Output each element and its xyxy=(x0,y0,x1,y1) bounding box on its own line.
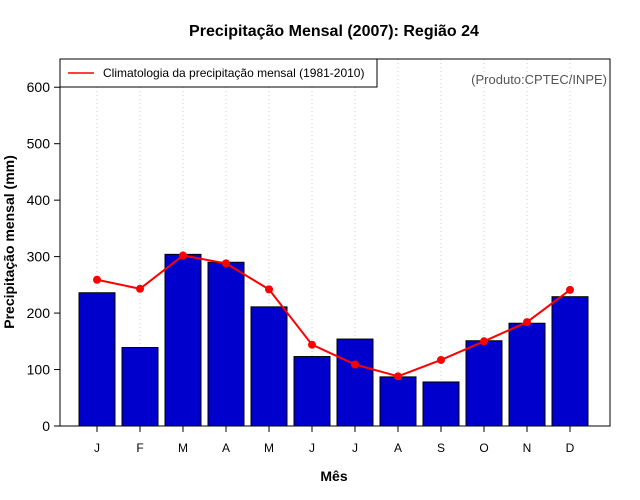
y-tick-label: 600 xyxy=(27,79,51,95)
climatology-point-2 xyxy=(136,284,144,293)
climatology-point-9 xyxy=(437,355,445,364)
x-tick-label: A xyxy=(394,441,402,455)
bar-8 xyxy=(379,376,417,427)
y-axis: 0 100 200 300 400 500 600 xyxy=(27,79,60,434)
bar-1 xyxy=(78,292,116,427)
x-tick-label: M xyxy=(264,441,274,455)
bar-11 xyxy=(508,322,546,427)
climatology-point-4 xyxy=(222,259,230,268)
bar-6 xyxy=(293,356,331,427)
bar-3 xyxy=(164,253,202,427)
climatology-point-12 xyxy=(566,285,574,294)
x-tick-label: S xyxy=(437,441,445,455)
climatology-point-8 xyxy=(394,372,402,381)
climatology-point-5 xyxy=(265,285,273,294)
x-tick-label: O xyxy=(479,441,488,455)
x-tick-label: J xyxy=(309,441,315,455)
climatology-point-1 xyxy=(93,275,101,284)
y-tick-label: 100 xyxy=(27,362,51,378)
y-tick-label: 0 xyxy=(42,418,50,434)
x-tick-label: J xyxy=(352,441,358,455)
bars xyxy=(78,253,589,427)
y-tick-label: 400 xyxy=(27,192,51,208)
legend-box xyxy=(59,58,378,88)
climatology-point-3 xyxy=(179,251,187,260)
bar-2 xyxy=(121,347,159,427)
legend-entry-climatology: Climatologia da precipitação mensal (198… xyxy=(103,66,364,80)
climatology-line-group xyxy=(93,251,574,381)
bar-5 xyxy=(250,306,288,427)
bar-10 xyxy=(465,340,503,427)
bar-12 xyxy=(551,296,589,427)
y-tick-label: 300 xyxy=(27,249,51,265)
legend: Climatologia da precipitação mensal (198… xyxy=(59,58,378,88)
chart-title: Precipitação Mensal (2007): Região 24 xyxy=(189,23,479,40)
x-axis-title: Mês xyxy=(320,468,347,484)
climatology-point-7 xyxy=(351,360,359,369)
x-tick-label: J xyxy=(94,441,100,455)
climatology-point-11 xyxy=(523,318,531,327)
y-axis-title: Precipitação mensal (mm) xyxy=(1,155,17,329)
x-tick-label: D xyxy=(566,441,575,455)
credit-label: (Produto:CPTEC/INPE) xyxy=(471,72,607,87)
climatology-line xyxy=(96,254,571,378)
climatology-point-6 xyxy=(308,340,316,349)
bar-4 xyxy=(207,261,245,427)
bar-7 xyxy=(336,338,374,427)
x-tick-label: N xyxy=(523,441,532,455)
climatology-point-10 xyxy=(480,337,488,346)
x-tick-label: F xyxy=(136,441,143,455)
x-tick-label: A xyxy=(222,441,230,455)
bar-9 xyxy=(422,381,460,427)
y-tick-label: 500 xyxy=(27,136,51,152)
y-tick-label: 200 xyxy=(27,305,51,321)
x-tick-label: M xyxy=(178,441,188,455)
